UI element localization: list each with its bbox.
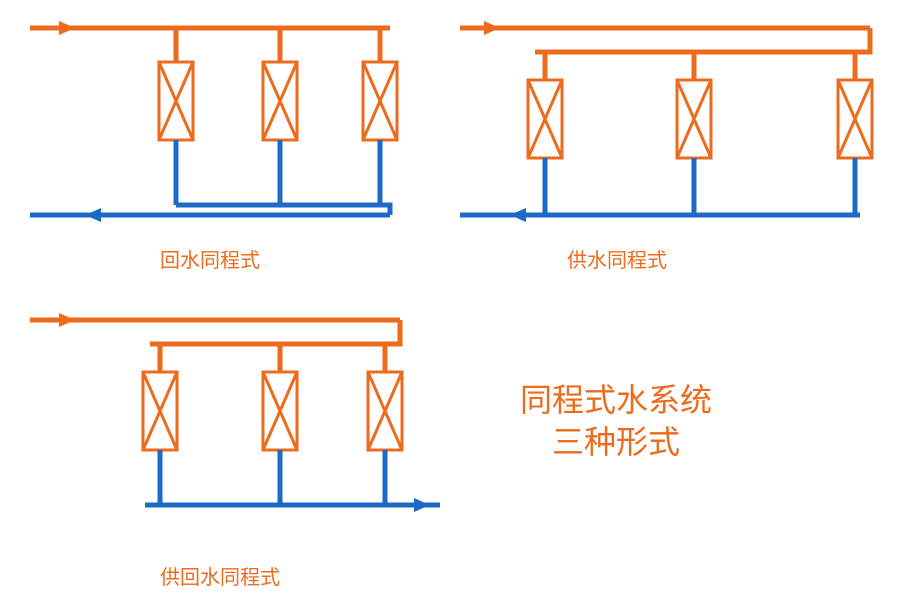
title-line2: 三种形式 — [552, 422, 680, 464]
piping-svg — [0, 0, 909, 613]
label-d3: 供回水同程式 — [160, 565, 280, 591]
title-line1: 同程式水系统 — [520, 380, 712, 422]
diagram-canvas: 回水同程式 供水同程式 供回水同程式 同程式水系统 三种形式 — [0, 0, 909, 613]
label-d1: 回水同程式 — [160, 248, 260, 274]
label-d2: 供水同程式 — [567, 248, 667, 274]
